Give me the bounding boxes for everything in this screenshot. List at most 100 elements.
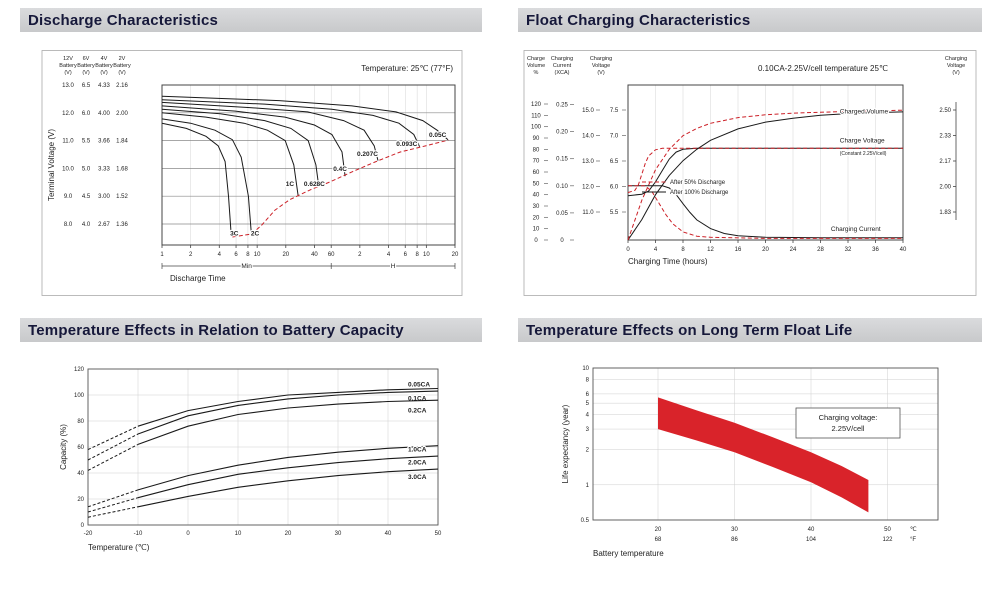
curve-label-0.05C: 0.05C	[429, 132, 447, 139]
voltage12-tick: 13.0	[582, 159, 594, 165]
x-tick-label: 28	[817, 247, 824, 253]
x-axis-title: Charging Time (hours)	[628, 257, 708, 266]
x-tick-label: 2	[189, 252, 193, 258]
x-tick-label: 4	[654, 247, 658, 253]
unit-celsius: ℃	[910, 527, 917, 533]
y-tick-label: 60	[77, 445, 84, 451]
voltage6-tick: 7.5	[610, 108, 619, 114]
curve-label-3.0CA: 3.0CA	[408, 474, 427, 481]
current-tick: 0.10	[556, 184, 568, 190]
curve-0.1CA	[137, 390, 439, 435]
current-tick: 0	[560, 238, 564, 244]
x-tick-fahrenheit: 86	[731, 537, 738, 543]
curve-label-0.05CA: 0.05CA	[408, 382, 430, 389]
x-tick-label: 20	[282, 252, 289, 258]
curve-label: (Constant 2.25V/cell)	[840, 151, 887, 157]
battery-column-header: 4V	[101, 56, 108, 62]
plot-frame	[592, 367, 939, 521]
volume-tick: 40	[533, 193, 540, 199]
y-tick-label: 120	[74, 367, 85, 373]
section-title-discharge: Discharge Characteristics	[28, 11, 219, 29]
x-tick-label: 12	[707, 247, 714, 253]
volume-tick: 120	[531, 102, 542, 108]
y-tick-label: 4	[586, 412, 590, 418]
battery-column-header: Battery	[95, 63, 113, 69]
y-tick-label: 100	[74, 393, 85, 399]
curve-label-2.0CA: 2.0CA	[408, 460, 427, 467]
discharge-figure: 12V Battery (V) 13.0 12.0 11.0 10.0 9.0 8.0 6V Bat…	[20, 50, 482, 298]
x-tick-label: 0	[186, 531, 190, 537]
capacity-temperature-chart: 0 20 40 60 80 100 120 -20 -10 0 10 20 30 40 50 Capacity…	[59, 367, 442, 552]
panel-float-life: Temperature Effects on Long Term Float L…	[518, 318, 982, 578]
x-tick-label: 20	[285, 531, 292, 537]
voltage6-tick: 6.0	[610, 185, 619, 191]
curve-0.05C	[161, 95, 449, 141]
y-tick-label: 6	[586, 392, 590, 398]
unit-fahrenheit: °F	[910, 537, 916, 543]
curve-0.1CA-dashed	[87, 433, 139, 461]
x-tick-label: 10	[423, 252, 430, 258]
battery-column-header: Battery	[113, 63, 131, 69]
axis-header: %	[534, 70, 539, 76]
section-title-float-charging: Float Charging Characteristics	[526, 11, 751, 29]
battery-column-header: (V)	[82, 70, 90, 76]
x-tick-label: 8	[415, 252, 419, 258]
curve-label-0.2CA: 0.2CA	[408, 408, 427, 415]
y-tick-label: 1	[586, 483, 590, 489]
volume-tick: 50	[533, 181, 540, 187]
float-life-figure: 10 8 6 5 4 3 2 1 0.5 20 68 30 86 40 104 50 122 ℃ °F Life ex…	[518, 352, 982, 578]
y-tick-label: 1.36	[116, 222, 128, 228]
panel-discharge-characteristics: Discharge Characteristics 12V Battery (V) 1…	[20, 8, 482, 298]
voltage12-tick: 11.0	[582, 210, 594, 216]
curve-label-3C: 3C	[230, 230, 239, 237]
y-tick-label: 1.84	[116, 139, 128, 145]
y-tick-label: 13.0	[62, 83, 74, 89]
section-header-float-charging: Float Charging Characteristics	[518, 8, 982, 32]
curve-label-0.207C: 0.207C	[357, 151, 378, 158]
curve-0.4C	[161, 105, 346, 177]
section-header-float-life: Temperature Effects on Long Term Float L…	[518, 318, 982, 342]
x-tick-label: -20	[84, 531, 93, 537]
axis-header: Charging	[945, 56, 967, 62]
x-tick-label: 40	[385, 531, 392, 537]
curve-0.207C	[161, 101, 379, 161]
plot-frame	[87, 368, 439, 526]
cell-voltage-tick: 2.00	[939, 185, 951, 191]
x-tick-celsius: 50	[884, 527, 891, 533]
x-tick-celsius: 20	[655, 527, 662, 533]
voltage12-tick: 14.0	[582, 134, 594, 140]
battery-column-header: (V)	[64, 70, 72, 76]
y-tick-label: 3.66	[98, 139, 110, 145]
y-tick-label: 2	[586, 448, 590, 454]
annotation-line-2: 2.25V/cell	[832, 424, 865, 433]
curve-1C	[161, 112, 299, 197]
volume-tick: 80	[533, 147, 540, 153]
axis-header: Charging	[590, 56, 612, 62]
panel-capacity-temperature: Temperature Effects in Relation to Batte…	[20, 318, 482, 578]
section-title-float-life: Temperature Effects on Long Term Float L…	[526, 321, 853, 339]
curve-charge-volume-after-50	[627, 109, 904, 241]
x-tick-fahrenheit: 68	[655, 537, 662, 543]
x-axis-title: Battery temperature	[593, 549, 664, 558]
x-tick-label: 1	[160, 252, 164, 258]
x-unit-min: Min	[241, 263, 252, 270]
y-tick-label: 0	[81, 523, 85, 529]
y-tick-label: 2.00	[116, 111, 128, 117]
x-tick-label: 50	[435, 531, 442, 537]
axis-header: (V)	[952, 70, 960, 76]
axis-header: Charge	[527, 56, 545, 62]
y-tick-label: 0.5	[581, 518, 590, 524]
volume-tick: 20	[533, 215, 540, 221]
x-tick-label: 10	[254, 252, 261, 258]
x-tick-celsius: 30	[731, 527, 738, 533]
axis-header: Voltage	[592, 63, 610, 69]
float-charging-figure: 0 4 8 12 16 20 24 28 32 36 40 Charging Time (hours)…	[518, 50, 982, 298]
x-tick-label: 2	[358, 252, 362, 258]
curve-label-0.628C: 0.628C	[304, 181, 325, 188]
battery-column-header: 2V	[119, 56, 126, 62]
y-tick-label: 4.00	[98, 111, 110, 117]
x-tick-label: 60	[328, 252, 335, 258]
axis-header: Voltage	[947, 63, 965, 69]
curve-0.05CA	[137, 387, 439, 427]
